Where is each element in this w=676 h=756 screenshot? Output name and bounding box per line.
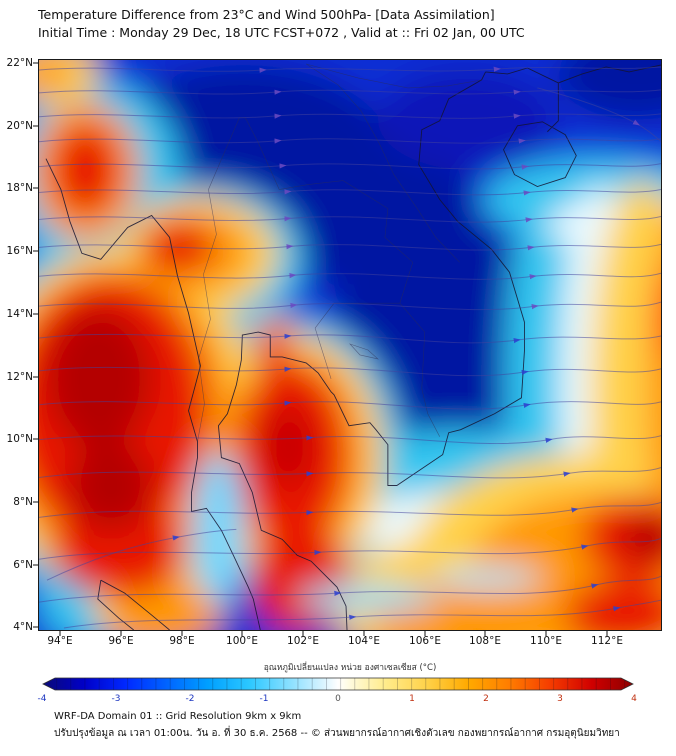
y-axis-tick-label: 16°N [6, 245, 33, 257]
footer-domain-info: WRF-DA Domain 01 :: Grid Resolution 9km … [54, 711, 302, 722]
y-axis-tick-label: 22°N [6, 57, 33, 69]
colorbar-gradient [42, 677, 634, 691]
y-axis-tick-label: 8°N [13, 496, 33, 508]
coastline-borders [45, 63, 661, 630]
x-axis-tick-label: 96°E [108, 635, 134, 647]
colorbar-label: อุณหภูมิเปลี่ยนแปลง หน่วย องศาเซลเซียส (… [263, 663, 437, 673]
y-axis-tick-label: 18°N [6, 182, 33, 194]
x-axis-tick-label: 112°E [591, 635, 623, 647]
colorbar-tick-label: -3 [111, 694, 121, 704]
colorbar [42, 676, 634, 691]
x-axis-tick-label: 104°E [348, 635, 380, 647]
x-axis-tick-label: 102°E [287, 635, 319, 647]
x-axis-tick-label: 106°E [409, 635, 441, 647]
colorbar-tick-label: -4 [37, 694, 47, 704]
colorbar-tick-label: -2 [185, 694, 195, 704]
map-canvas [39, 60, 661, 630]
temperature-field [39, 60, 661, 630]
x-axis-tick-label: 108°E [469, 635, 501, 647]
colorbar-tick-label: 2 [483, 694, 489, 704]
weather-map [38, 59, 662, 631]
colorbar-tick-label: 0 [335, 694, 341, 704]
y-axis-tick-label: 6°N [13, 559, 33, 571]
y-axis-tick-label: 20°N [6, 120, 33, 132]
chart-title: Temperature Difference from 23°C and Win… [38, 7, 495, 22]
y-axis-tick-label: 14°N [6, 308, 33, 320]
colorbar-tick-label: -1 [259, 694, 269, 704]
colorbar-tick-label: 1 [409, 694, 415, 704]
x-axis-tick-label: 98°E [169, 635, 195, 647]
x-axis-tick-label: 110°E [530, 635, 562, 647]
y-axis-tick-label: 4°N [13, 621, 33, 633]
colorbar-tick-label: 3 [557, 694, 563, 704]
wind-streamlines [39, 66, 661, 629]
x-axis-tick-label: 100°E [226, 635, 258, 647]
y-axis-tick-label: 10°N [6, 433, 33, 445]
colorbar-tick-label: 4 [631, 694, 637, 704]
y-axis-tick-label: 12°N [6, 371, 33, 383]
chart-subtitle: Initial Time : Monday 29 Dec, 18 UTC FCS… [38, 25, 525, 40]
x-axis-tick-label: 94°E [47, 635, 73, 647]
footer-credit: ปรับปรุงข้อมูล ณ เวลา 01:00น. วัน อ. ที่… [54, 728, 620, 739]
